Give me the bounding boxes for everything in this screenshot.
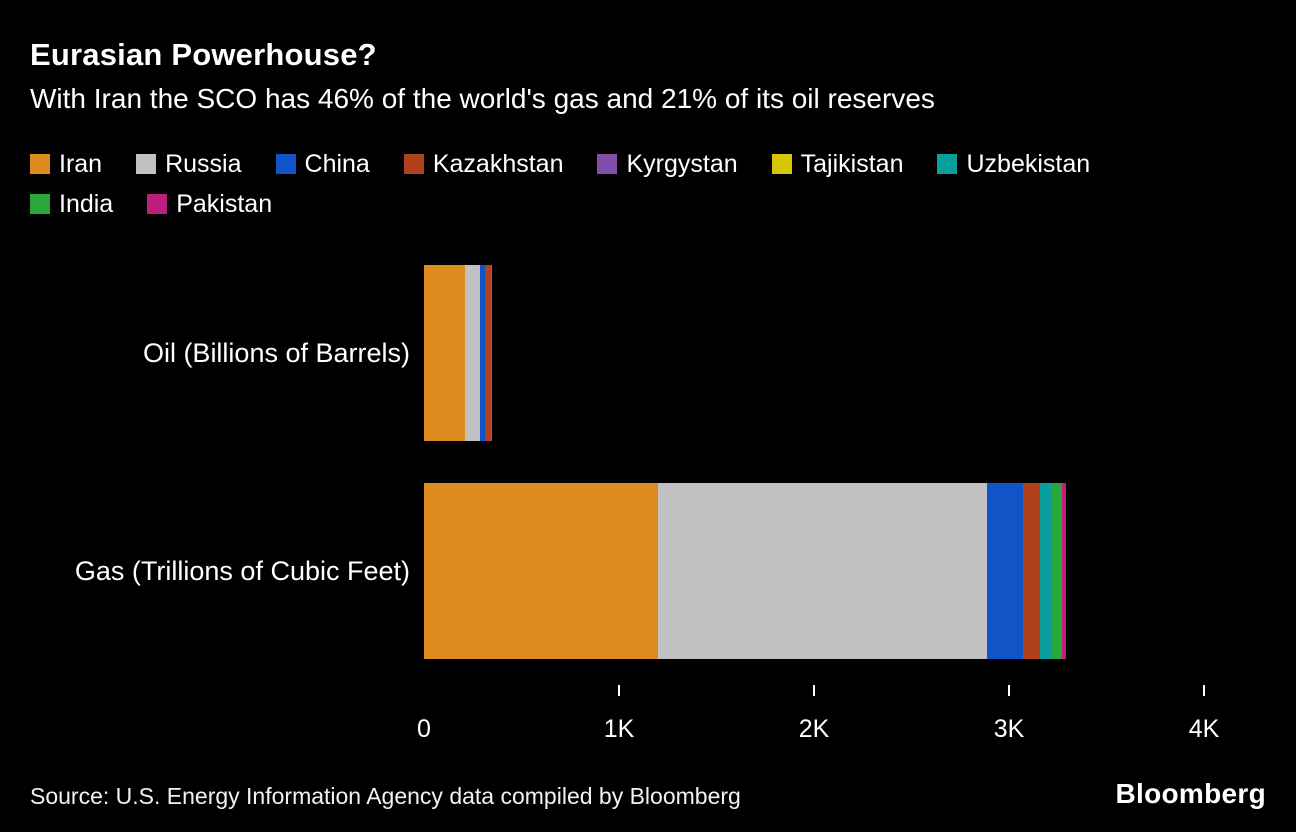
chart-row-oil-billions-of-barrels: Oil (Billions of Barrels)	[30, 265, 1266, 442]
bar-segment-pakistan	[1061, 483, 1066, 660]
legend-item-iran: Iran	[30, 149, 102, 179]
bar-segment-iran	[424, 483, 658, 660]
legend-label-russia: Russia	[165, 150, 242, 179]
legend-label-india: India	[59, 190, 114, 219]
bar-segment-kazakhstan	[485, 265, 492, 442]
bar-segment-iran	[424, 265, 465, 442]
bar-segment-russia	[657, 483, 988, 660]
bloomberg-logo: Bloomberg	[1115, 778, 1266, 809]
legend-item-kazakhstan: Kazakhstan	[403, 149, 564, 179]
legend-swatch-uzbekistan	[937, 154, 958, 175]
tick-mark-3k	[1007, 685, 1010, 697]
bar-segment-uzbekistan	[1039, 483, 1053, 660]
legend-label-china: China	[304, 150, 370, 179]
legend-item-kyrgystan: Kyrgystan	[597, 149, 738, 179]
legend-item-china: China	[275, 149, 370, 179]
legend-label-pakistan: Pakistan	[176, 190, 273, 219]
legend-swatch-kyrgystan	[597, 154, 618, 175]
category-label-oil-billions-of-barrels: Oil (Billions of Barrels)	[142, 337, 410, 368]
tick-mark-2k	[812, 685, 815, 697]
bar-segment-india	[1052, 483, 1062, 660]
tick-mark-4k	[1202, 685, 1205, 697]
legend-label-kyrgystan: Kyrgystan	[626, 150, 738, 179]
legend-label-kazakhstan: Kazakhstan	[432, 150, 564, 179]
legend-swatch-kazakhstan	[403, 154, 424, 175]
bar-track-oil-billions-of-barrels	[424, 265, 1266, 442]
tick-label-2k: 2K	[798, 715, 830, 744]
tick-mark-1k	[617, 685, 620, 697]
page-subtitle: With Iran the SCO has 46% of the world's…	[30, 82, 935, 114]
legend-label-iran: Iran	[59, 150, 103, 179]
legend-swatch-russia	[136, 154, 157, 175]
chart-rows: Oil (Billions of Barrels) Gas (Trillions …	[30, 265, 1266, 660]
legend-swatch-china	[275, 154, 296, 175]
footer: Source: U.S. Energy Information Agency d…	[30, 778, 1266, 810]
bar-track-gas-trillions-of-cubic-feet	[424, 483, 1266, 660]
source-text: Source: U.S. Energy Information Agency d…	[30, 783, 741, 809]
tick-label-1k: 1K	[603, 715, 635, 744]
legend-item-tajikistan: Tajikistan	[771, 149, 904, 179]
stacked-bar-chart: Oil (Billions of Barrels) Gas (Trillions …	[30, 265, 1266, 749]
legend-item-uzbekistan: Uzbekistan	[937, 149, 1090, 179]
legend-swatch-pakistan	[147, 194, 168, 215]
legend-item-russia: Russia	[136, 149, 242, 179]
legend-swatch-iran	[30, 154, 50, 175]
legend-swatch-tajikistan	[771, 154, 792, 175]
bar-segment-russia	[464, 265, 481, 442]
chart-row-gas-trillions-of-cubic-feet: Gas (Trillions of Cubic Feet)	[30, 483, 1266, 660]
tick-label-0: 0	[417, 715, 431, 744]
bar-segment-china	[480, 265, 486, 442]
legend-label-uzbekistan: Uzbekistan	[966, 150, 1091, 179]
tick-label-3k: 3K	[993, 715, 1025, 744]
tick-label-4k: 4K	[1188, 715, 1220, 744]
x-axis: 0 1K 2K 3K 4K	[417, 685, 1266, 749]
bar-segment-china	[987, 483, 1023, 660]
legend: Iran Russia China Kazakhstan Kyrgystan Tajiki…	[30, 149, 1200, 219]
legend-swatch-india	[30, 194, 50, 215]
legend-label-tajikistan: Tajikistan	[800, 150, 904, 179]
bar-segment-india	[491, 265, 493, 442]
bar-segment-kazakhstan	[1023, 483, 1040, 660]
legend-item-pakistan: Pakistan	[147, 189, 272, 219]
legend-item-india: India	[30, 189, 113, 219]
category-label-gas-trillions-of-cubic-feet: Gas (Trillions of Cubic Feet)	[74, 555, 410, 586]
page-title: Eurasian Powerhouse?	[30, 37, 377, 72]
